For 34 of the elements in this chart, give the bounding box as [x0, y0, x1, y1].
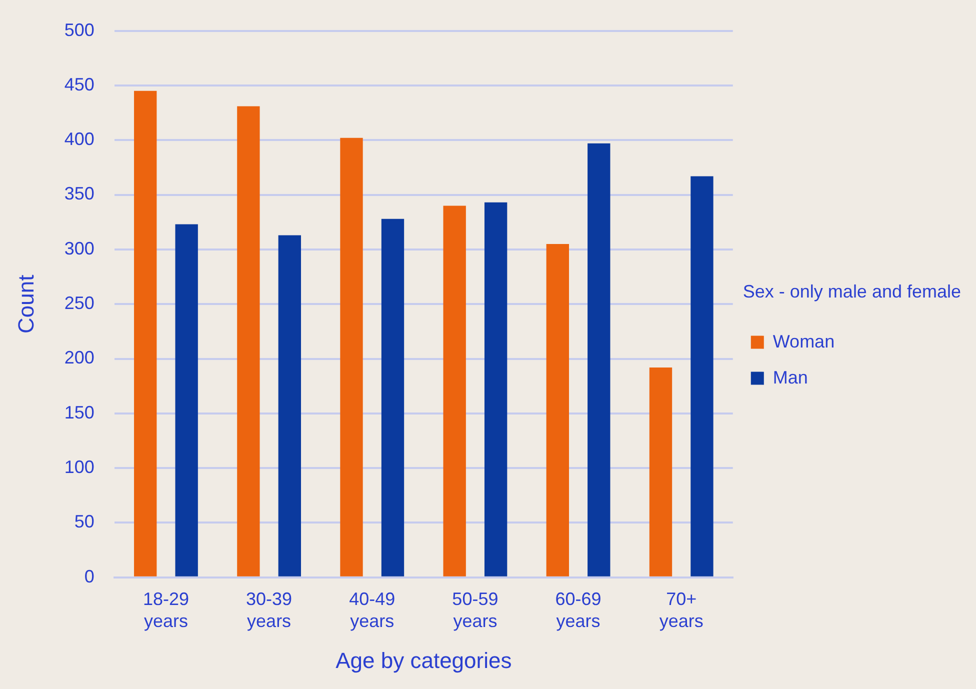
y-tick-label: 250	[64, 293, 94, 314]
y-tick-label: 0	[84, 566, 94, 586]
y-tick-label: 350	[64, 184, 94, 204]
y-tick-label: 50	[74, 512, 94, 532]
y-axis-title: Count	[13, 274, 38, 334]
x-axis-title: Age by categories	[336, 648, 512, 673]
y-tick-label: 150	[64, 402, 94, 422]
y-tick-label: 100	[64, 457, 94, 478]
bar	[237, 106, 260, 576]
y-tick-label: 400	[64, 129, 94, 150]
legend-title: Sex - only male and female	[742, 282, 961, 302]
x-tick-label: 30-39 years	[246, 589, 292, 631]
bar	[690, 176, 714, 576]
bar	[649, 368, 672, 576]
bar	[340, 138, 363, 576]
bar	[134, 90, 157, 576]
bar	[443, 206, 466, 576]
bar	[588, 143, 610, 576]
legend-label: Man	[772, 367, 808, 388]
y-tick-label: 500	[64, 20, 94, 40]
legend-label: Woman	[772, 331, 835, 352]
x-tick-label: 40-49 years	[349, 589, 396, 631]
y-tick-label: 300	[64, 238, 94, 258]
x-tick-label: 50-59 years	[452, 589, 498, 631]
bar	[381, 218, 404, 576]
y-tick-label: 200	[64, 348, 94, 368]
x-tick-label: 18-29 years	[142, 589, 189, 631]
y-tick-label: 450	[64, 74, 94, 94]
bar	[484, 202, 508, 576]
x-tick-label: 60-69 years	[555, 589, 602, 631]
bar	[175, 224, 198, 576]
bar	[278, 235, 301, 576]
bar	[546, 244, 569, 576]
x-tick-label: 70+ years	[659, 589, 704, 631]
